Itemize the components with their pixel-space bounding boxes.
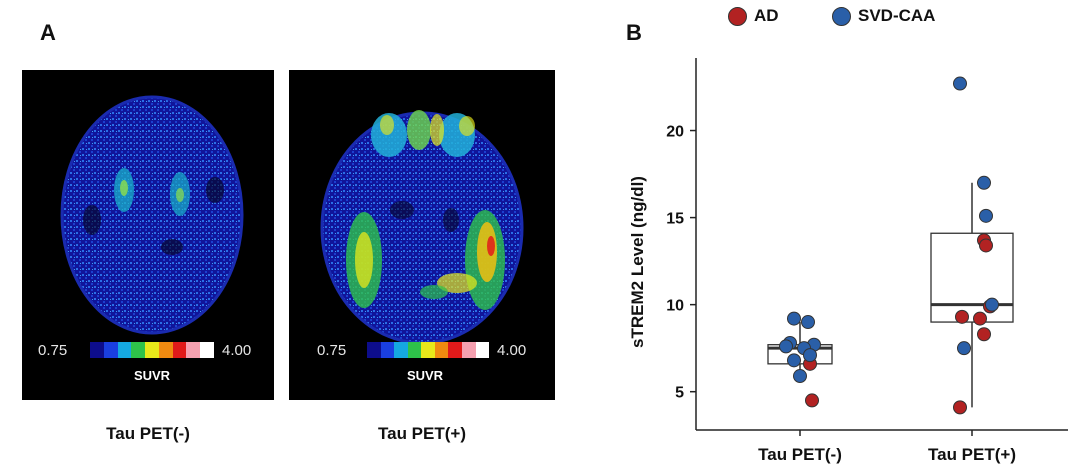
- y-tick-label: 15: [666, 211, 684, 228]
- colorbar-swatch: [421, 342, 435, 358]
- legend-item-svd-caa: SVD-CAA: [832, 6, 935, 26]
- data-point-ad: [979, 238, 993, 253]
- legend-label-svd-caa: SVD-CAA: [858, 6, 936, 25]
- legend-marker-ad: [728, 6, 747, 26]
- data-point-svd-caa: [801, 315, 815, 330]
- y-axis-label: sTREM2 Level (ng/dl): [628, 176, 647, 348]
- x-tick-label: Tau PET(+): [928, 445, 1016, 464]
- panel-b-letter: B: [626, 20, 642, 45]
- y-tick-label: 20: [666, 124, 684, 141]
- brain-scan-negative: [60, 95, 244, 335]
- y-tick-label: 5: [675, 385, 684, 402]
- legend-marker-svd-caa: [832, 6, 851, 26]
- suvr-label: SUVR: [406, 368, 444, 383]
- data-point-svd-caa: [793, 369, 807, 384]
- colorbar-swatch: [158, 342, 173, 358]
- data-point-ad: [973, 311, 987, 326]
- data-point-svd-caa: [803, 348, 817, 363]
- legend-item-ad: AD: [728, 6, 779, 26]
- colorbar-swatch: [461, 342, 476, 358]
- colorbar-swatch: [434, 342, 449, 358]
- colorbar-swatch: [394, 342, 408, 358]
- pet-image-negative: 0.75 4.00 SUVR: [22, 70, 274, 400]
- scale-max-label: 4.00: [222, 342, 252, 359]
- colorbar-swatch: [90, 342, 104, 358]
- data-point-ad: [953, 400, 967, 415]
- data-point-ad: [805, 393, 819, 408]
- data-point-svd-caa: [985, 297, 999, 312]
- scale-min-label: 0.75: [38, 342, 68, 359]
- colorbar-swatch: [380, 342, 395, 358]
- colorbar-swatch: [145, 342, 159, 358]
- colorbar-swatch: [117, 342, 132, 358]
- colorbar-swatch: [186, 342, 201, 358]
- pet-image-positive: 0.75 4.00 SUVR: [289, 70, 555, 400]
- data-point-svd-caa: [953, 76, 967, 91]
- data-point-svd-caa: [957, 341, 971, 356]
- caption-tau-negative: Tau PET(-): [106, 424, 190, 443]
- y-tick-label: 10: [666, 298, 684, 315]
- data-point-svd-caa: [787, 311, 801, 326]
- legend-label-ad: AD: [754, 6, 779, 25]
- scale-max-label: 4.00: [497, 342, 527, 359]
- colorbar-swatch: [407, 342, 422, 358]
- panel-a-letter: A: [40, 20, 56, 45]
- data-point-ad: [977, 327, 991, 342]
- data-point-svd-caa: [977, 175, 991, 190]
- colorbar: [90, 342, 215, 358]
- colorbar-swatch: [103, 342, 118, 358]
- colorbar-swatch: [172, 342, 187, 358]
- caption-tau-positive: Tau PET(+): [378, 424, 466, 443]
- colorbar: [367, 342, 490, 358]
- suvr-label: SUVR: [133, 368, 171, 383]
- x-tick-label: Tau PET(-): [758, 445, 842, 464]
- data-point-svd-caa: [979, 208, 993, 223]
- colorbar-swatch: [200, 342, 215, 358]
- data-point-ad: [955, 309, 969, 324]
- scale-min-label: 0.75: [317, 342, 347, 359]
- colorbar-swatch: [475, 342, 490, 358]
- data-point-svd-caa: [779, 339, 793, 354]
- colorbar-swatch: [448, 342, 462, 358]
- colorbar-swatch: [367, 342, 381, 358]
- colorbar-swatch: [131, 342, 146, 358]
- boxplot-chart: sTREM2 Level (ng/dl) 5 10 15 20 Tau PET(-) Ta…: [628, 58, 1068, 464]
- box-iqr: [930, 232, 1014, 323]
- data-point-svd-caa: [787, 353, 801, 368]
